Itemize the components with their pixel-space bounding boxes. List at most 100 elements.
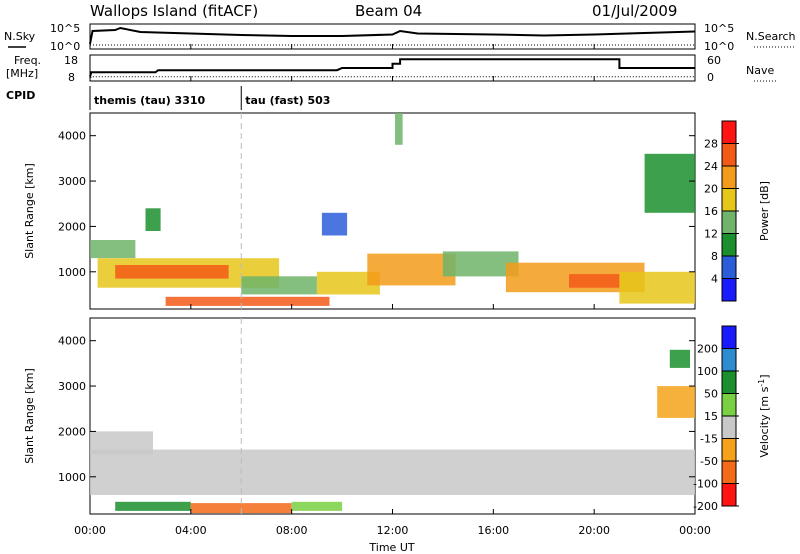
colorbar-swatch <box>722 371 736 394</box>
velocity-heatmap <box>90 318 695 514</box>
beam-title: Beam 04 <box>355 2 422 20</box>
noise-sky-line <box>89 26 696 45</box>
heatmap-cell <box>90 431 153 455</box>
noise-panel-plot <box>89 26 696 46</box>
freq-left-tick-bottom: 8 <box>68 71 75 84</box>
time-xlabel: Time UT <box>368 541 414 554</box>
freq-panel-plot <box>89 58 695 82</box>
freq-right-tick-bottom: 0 <box>707 71 714 84</box>
power-ylabel: Slant Range [km] <box>23 163 36 259</box>
noise-right-tick-bottom: 10^0 <box>704 40 734 53</box>
colorbar-tick-label: 24 <box>704 160 718 173</box>
ytick-label: 3000 <box>58 175 86 188</box>
xtick-label: 20:00 <box>578 524 610 537</box>
colorbar-swatch <box>722 233 736 257</box>
heatmap-cell <box>395 113 403 145</box>
velocity-colorbar-label: Velocity [m s-1] <box>757 374 771 457</box>
date-title: 01/Jul/2009 <box>592 2 677 20</box>
heatmap-cell <box>115 265 229 279</box>
ytick-label: 2000 <box>58 220 86 233</box>
xtick-label: 08:00 <box>276 524 308 537</box>
heatmap-cell <box>90 240 136 259</box>
noise-right-tick-top: 10^5 <box>704 22 734 35</box>
colorbar-tick-label: 8 <box>711 250 718 263</box>
colorbar-swatch <box>722 438 736 462</box>
heatmap-cell <box>316 271 380 295</box>
xtick-label: 12:00 <box>377 524 409 537</box>
ytick-label: 3000 <box>58 380 86 393</box>
colorbar-tick-label: 12 <box>704 228 718 241</box>
colorbar-swatch <box>722 188 736 212</box>
noise-right-label: N.Search <box>746 30 796 43</box>
heatmap-cell <box>165 296 330 306</box>
heatmap-cell <box>569 274 620 288</box>
xtick-label: 00:00 <box>679 524 711 537</box>
cpid-label: CPID <box>6 89 35 102</box>
time-xticks: 00:00 04:00 08:00 12:00 16:00 20:00 00:00 <box>74 44 711 537</box>
xtick-label: 16:00 <box>477 524 509 537</box>
freq-left-tick-top: 18 <box>64 54 78 67</box>
power-colorbar: 28 24 20 16 12 8 4 <box>704 120 739 302</box>
ytick-label: 1000 <box>58 471 86 484</box>
power-colorbar-label: Power [dB] <box>758 181 771 241</box>
freq-left-label: Freq. <box>14 54 41 67</box>
colorbar-tick-label: 100 <box>697 365 718 378</box>
heatmap-cell <box>644 153 695 213</box>
colorbar-swatch <box>722 393 736 417</box>
colorbar-swatch <box>722 256 736 279</box>
heatmap-cell <box>90 449 695 495</box>
colorbar-swatch <box>722 416 736 439</box>
heatmap-cell <box>669 349 690 368</box>
heatmap-cell <box>657 386 695 418</box>
colorbar-tick-label: 15 <box>704 410 718 423</box>
colorbar-swatch <box>722 143 736 167</box>
power-yticks: 1000 2000 3000 4000 <box>58 130 695 279</box>
station-title: Wallops Island (fitACF) <box>90 2 258 20</box>
noise-left-tick-top: 10^5 <box>50 22 80 35</box>
freq-left-unit: [MHz] <box>6 67 38 80</box>
power-heatmap <box>90 113 695 309</box>
cpid-segment-label: tau (fast) 503 <box>245 94 330 107</box>
colorbar-tick-label: -100 <box>693 478 718 491</box>
heatmap-cell <box>291 501 343 511</box>
colorbar-swatch <box>722 211 736 234</box>
colorbar-swatch <box>722 326 736 349</box>
xtick-label: 00:00 <box>74 524 106 537</box>
colorbar-swatch <box>722 483 736 507</box>
heatmap-cell <box>145 208 161 231</box>
freq-right-tick-top: 60 <box>707 54 721 67</box>
colorbar-tick-label: -200 <box>693 500 718 513</box>
colorbar-tick-label: -15 <box>700 433 718 446</box>
freq-line <box>89 58 695 77</box>
colorbar-swatch <box>722 348 736 372</box>
heatmap-cell <box>241 276 317 295</box>
colorbar-tick-label: 16 <box>704 205 718 218</box>
colorbar-tick-label: 28 <box>704 138 718 151</box>
colorbar-swatch <box>722 278 736 302</box>
noise-left-tick-bottom: 10^0 <box>50 40 80 53</box>
cpid-segment-label: themis (tau) 3310 <box>94 94 206 107</box>
ytick-label: 2000 <box>58 425 86 438</box>
velocity-ylabel: Slant Range [km] <box>23 368 36 464</box>
colorbar-swatch <box>722 121 736 144</box>
cpid-segments: themis (tau) 3310 tau (fast) 503 <box>94 86 330 110</box>
colorbar-tick-label: 200 <box>697 343 718 356</box>
colorbar-tick-label: 4 <box>711 273 718 286</box>
ytick-label: 1000 <box>58 266 86 279</box>
ytick-label: 4000 <box>58 130 86 143</box>
heatmap-cell <box>115 501 191 511</box>
colorbar-swatch <box>722 461 736 484</box>
heatmap-cell <box>367 253 456 286</box>
colorbar-swatch <box>722 166 736 189</box>
velocity-colorbar: 200 100 50 15 -15 -50 -100 -200 <box>693 325 739 513</box>
colorbar-tick-label: 20 <box>704 183 718 196</box>
heatmap-cell <box>619 271 695 304</box>
freq-right-label: Nave <box>746 64 774 77</box>
heatmap-cell <box>321 212 348 236</box>
colorbar-tick-label: -50 <box>700 455 718 468</box>
xtick-label: 04:00 <box>175 524 207 537</box>
noise-left-label: N.Sky <box>4 30 36 43</box>
ytick-label: 4000 <box>58 335 86 348</box>
velocity-yticks: 1000 2000 3000 4000 <box>58 335 695 484</box>
